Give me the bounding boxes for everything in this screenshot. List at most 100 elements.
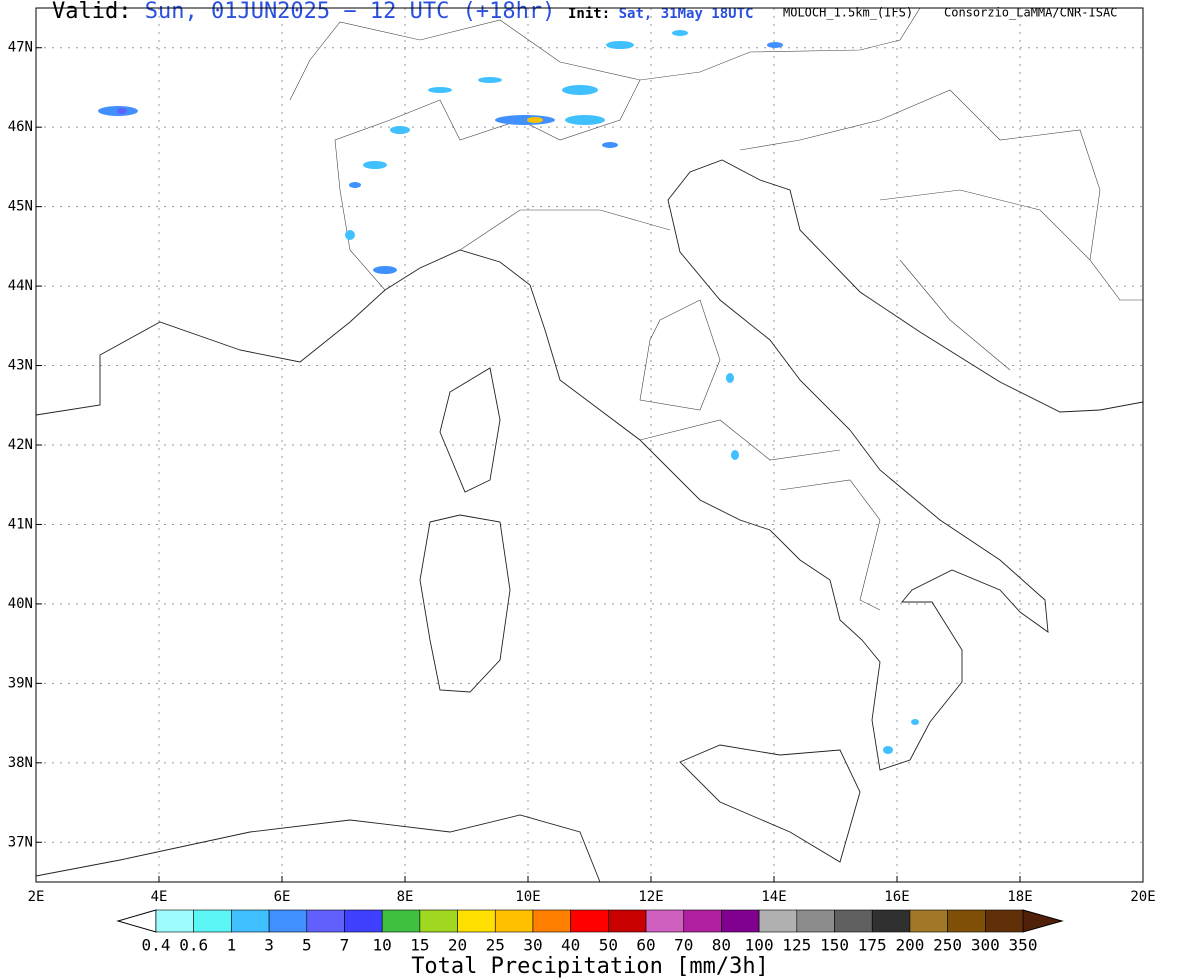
colorbar-box xyxy=(758,909,798,933)
init-label: Init: xyxy=(568,6,610,22)
colorbar-under xyxy=(116,909,157,933)
init-header: Init: Sat, 31May 18UTC xyxy=(568,6,753,22)
precip-cell xyxy=(602,142,618,148)
balkan-borders xyxy=(739,89,1143,371)
colorbar-label: 250 xyxy=(933,936,962,955)
precip-cell xyxy=(349,182,361,188)
colorbar-title: Total Precipitation [mm/3h] xyxy=(411,954,769,979)
colorbar-label: 1 xyxy=(227,936,237,955)
coastlines xyxy=(35,7,1144,883)
colorbar-box xyxy=(344,909,383,933)
lon-label: 20E xyxy=(1130,889,1155,905)
colorbar-box xyxy=(985,909,1024,933)
lon-label: 8E xyxy=(397,889,414,905)
precip-cell xyxy=(606,41,634,49)
precip-cell xyxy=(883,746,893,754)
precip-cell xyxy=(565,115,605,125)
precip-cell xyxy=(562,85,598,95)
colorbar: 0.4 0.6 1 3 5 7 10 15 20 25 30 40 50 60 70 80 100 125 150 1… xyxy=(116,909,1064,955)
colorbar-label: 100 xyxy=(745,936,774,955)
colorbar-box xyxy=(532,909,571,933)
colorbar-label: 3 xyxy=(264,936,274,955)
colorbar-label: 50 xyxy=(599,936,618,955)
precip-cell xyxy=(117,108,127,114)
init-time: Sat, 31May 18UTC xyxy=(619,6,754,22)
colorbar-label: 20 xyxy=(448,936,467,955)
precip-cell xyxy=(345,230,355,240)
lon-label: 18E xyxy=(1007,889,1032,905)
precip-cell xyxy=(672,30,688,36)
precip-cell xyxy=(911,719,919,725)
colorbar-box xyxy=(608,909,647,933)
colorbar-label: 80 xyxy=(712,936,731,955)
precip-cell xyxy=(390,126,410,134)
mainland-coast xyxy=(35,159,1144,771)
colorbar-label: 40 xyxy=(561,936,580,955)
precip-cell xyxy=(478,77,502,83)
precip-cell xyxy=(726,373,734,383)
colorbar-box xyxy=(381,909,421,933)
colorbar-label: 300 xyxy=(971,936,1000,955)
lon-label: 4E xyxy=(151,889,168,905)
colorbar-box xyxy=(494,909,534,933)
sardinia xyxy=(419,514,511,693)
colorbar-label: 10 xyxy=(373,936,392,955)
lon-label: 2E xyxy=(28,889,45,905)
lon-label: 6E xyxy=(274,889,291,905)
colorbar-box xyxy=(457,909,496,933)
valid-label: Valid: xyxy=(52,0,131,24)
colorbar-label: 25 xyxy=(486,936,505,955)
lat-label: 47N xyxy=(8,40,33,56)
valid-time: Sun, 01JUN2025 − 12 UTC (+18hr) xyxy=(145,0,556,24)
alpine-border xyxy=(289,7,921,101)
italy-border xyxy=(334,79,641,291)
colorbar-box xyxy=(268,909,308,933)
africa-coast xyxy=(35,814,601,883)
colorbar-label: 15 xyxy=(410,936,429,955)
precip-cell xyxy=(363,161,387,169)
colorbar-box xyxy=(193,909,232,933)
map-frame xyxy=(35,7,1144,883)
colorbar-label: 30 xyxy=(523,936,542,955)
lat-label: 42N xyxy=(8,437,33,453)
colorbar-box xyxy=(909,909,948,933)
colorbar-box xyxy=(834,909,873,933)
colorbar-label: 175 xyxy=(858,936,887,955)
colorbar-box xyxy=(231,909,270,933)
colorbar-box xyxy=(306,909,345,933)
lat-label: 46N xyxy=(8,119,33,135)
precip-cell xyxy=(495,115,555,125)
precip-cell xyxy=(767,42,783,48)
graticule: 2E 4E 6E 8E 10E 12E 14E 16E 18E 20E 37N 38N 39N 40N 41… xyxy=(8,8,1156,905)
colorbar-box xyxy=(871,909,911,933)
colorbar-label: 125 xyxy=(782,936,811,955)
colorbar-box xyxy=(645,909,685,933)
lon-label: 14E xyxy=(761,889,786,905)
lat-label: 45N xyxy=(8,199,33,215)
lat-label: 39N xyxy=(8,675,33,691)
colorbar-box xyxy=(947,909,986,933)
colorbar-label: 350 xyxy=(1009,936,1038,955)
lat-label: 43N xyxy=(8,358,33,374)
colorbar-label: 7 xyxy=(340,936,350,955)
lon-label: 12E xyxy=(638,889,663,905)
colorbar-box xyxy=(419,909,458,933)
precip-cell xyxy=(373,266,397,274)
colorbar-label: 70 xyxy=(674,936,693,955)
lat-label: 40N xyxy=(8,596,33,612)
colorbar-box xyxy=(570,909,609,933)
precipitation xyxy=(98,30,919,754)
regional-borders xyxy=(459,209,881,611)
colorbar-label: 150 xyxy=(820,936,849,955)
model-name: MOLOCH_1.5km_(IFS) xyxy=(783,6,913,20)
colorbar-box xyxy=(721,909,760,933)
colorbar-box xyxy=(155,909,194,933)
colorbar-label: 0.6 xyxy=(179,936,208,955)
colorbar-box xyxy=(796,909,835,933)
colorbar-label: 200 xyxy=(895,936,924,955)
colorbar-label: 0.4 xyxy=(142,936,171,955)
valid-header: Valid: Sun, 01JUN2025 − 12 UTC (+18hr) xyxy=(52,0,555,24)
lat-label: 37N xyxy=(8,834,33,850)
lon-label: 16E xyxy=(884,889,909,905)
